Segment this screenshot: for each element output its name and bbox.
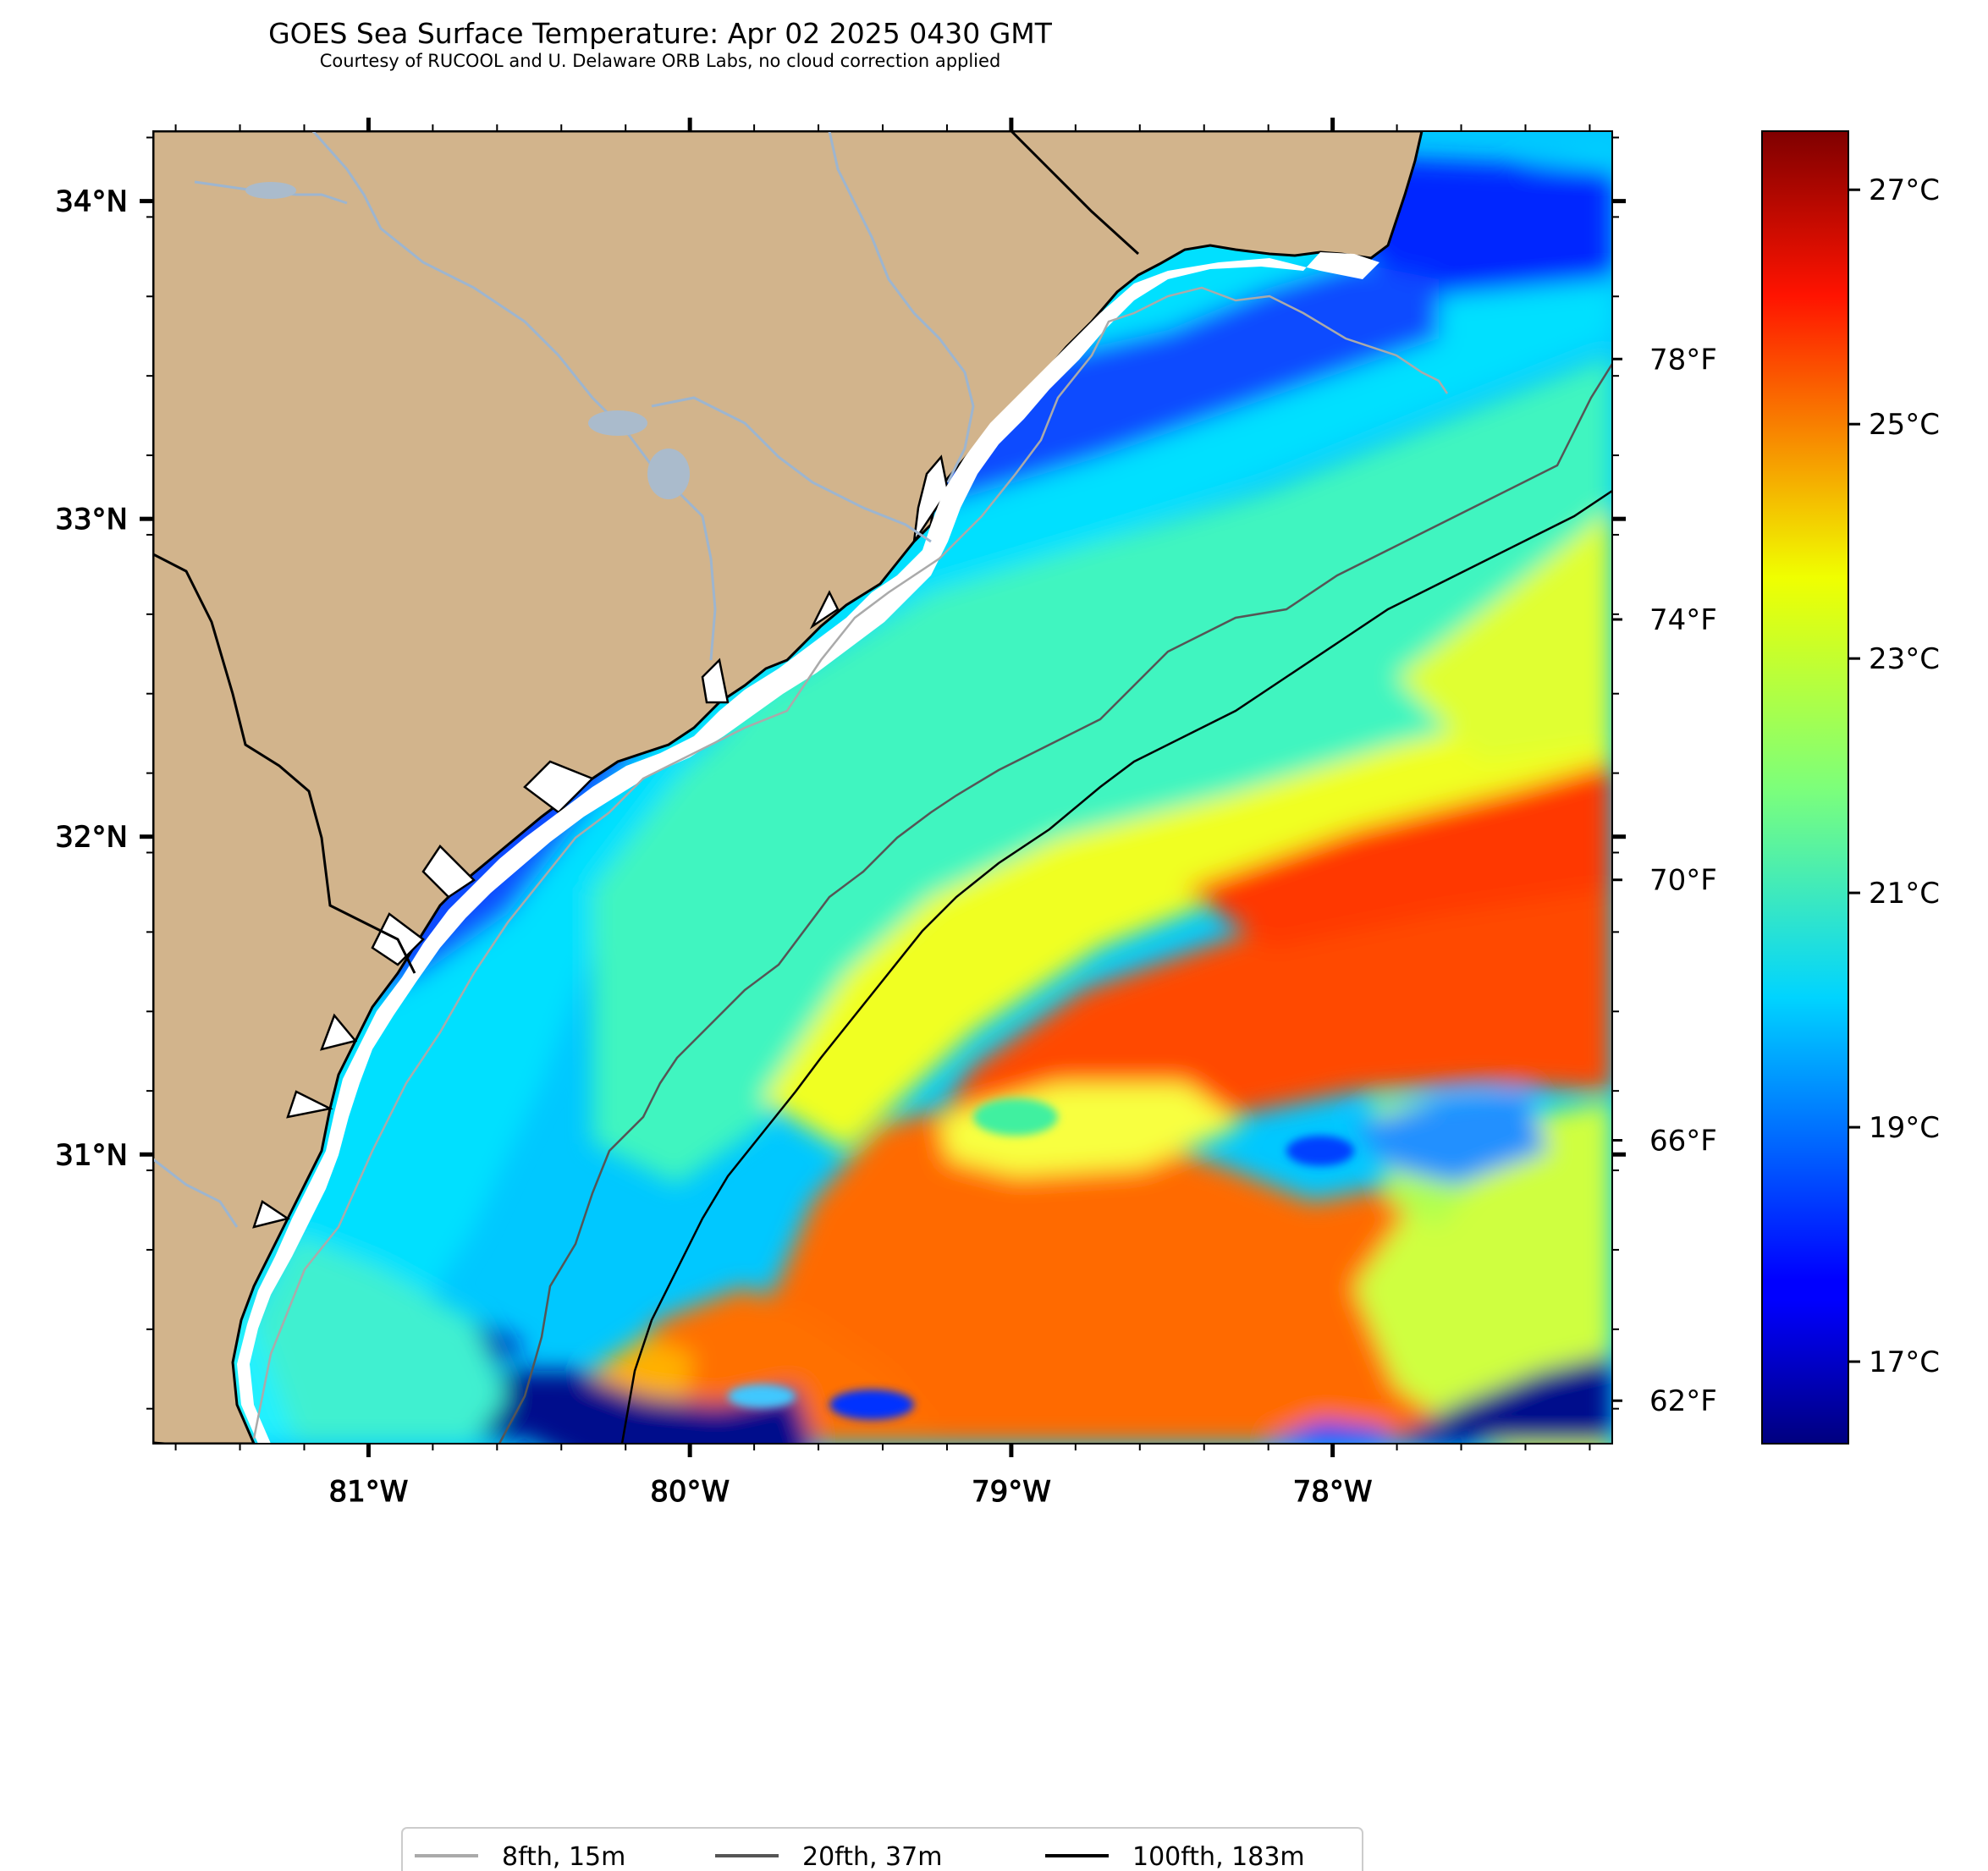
celsius-tick-label: 21°C: [1869, 877, 1940, 911]
legend: [401, 1827, 1363, 1871]
sst-field: [153, 152, 1612, 1444]
fahrenheit-tick-label: 78°F: [1649, 343, 1717, 377]
celsius-tick-label: 19°C: [1869, 1111, 1940, 1145]
celsius-tick-label: 25°C: [1869, 408, 1940, 442]
fahrenheit-tick-label: 74°F: [1649, 603, 1717, 637]
legend-label: 8fth, 15m: [502, 1842, 625, 1871]
state-border: [153, 553, 416, 974]
colorbar: [1761, 130, 1849, 1445]
isobath-37m: [498, 363, 1612, 1444]
celsius-tick-label: 23°C: [1869, 642, 1940, 676]
colorbar-ticks: 27°C 25°C 23°C 21°C 19°C 17°C 78°F 74°F 70°F 66°F…: [1612, 173, 1940, 1418]
lon-tick-label: 79°W: [972, 1475, 1051, 1509]
axis-ticks: 81°W 80°W 79°W 78°W 34°N 33°N 32°N 31°N: [55, 118, 1626, 1510]
legend-label: 100fth, 183m: [1132, 1842, 1305, 1871]
lat-tick-label: 31°N: [55, 1138, 128, 1172]
celsius-tick-label: 17°C: [1869, 1345, 1940, 1379]
map-area: [153, 131, 1612, 1444]
lat-tick-label: 33°N: [55, 503, 128, 537]
land-coastline: [153, 131, 1424, 1444]
lon-tick-label: 81°W: [328, 1475, 408, 1509]
isobath-183m: [620, 489, 1612, 1444]
fahrenheit-tick-label: 70°F: [1649, 864, 1717, 898]
lon-tick-label: 80°W: [650, 1475, 730, 1509]
rivers: [153, 131, 975, 1228]
fahrenheit-tick-label: 62°F: [1649, 1384, 1717, 1418]
isobath-15m: [252, 286, 1449, 1439]
lat-tick-label: 32°N: [55, 821, 128, 855]
legend-label: 20fth, 37m: [802, 1842, 942, 1871]
celsius-tick-label: 27°C: [1869, 173, 1940, 207]
lat-tick-label: 34°N: [55, 185, 128, 219]
fahrenheit-tick-label: 66°F: [1649, 1124, 1717, 1158]
chart-subtitle: Courtesy of RUCOOL and U. Delaware ORB L…: [319, 51, 1001, 71]
lon-tick-label: 78°W: [1293, 1475, 1373, 1509]
state-border-nc: [1010, 131, 1140, 256]
chart-title: GOES Sea Surface Temperature: Apr 02 202…: [268, 17, 1052, 50]
legend-items: 8fth, 15m 20fth, 37m 100fth, 183m: [415, 1842, 1305, 1871]
lakes: [245, 182, 690, 499]
